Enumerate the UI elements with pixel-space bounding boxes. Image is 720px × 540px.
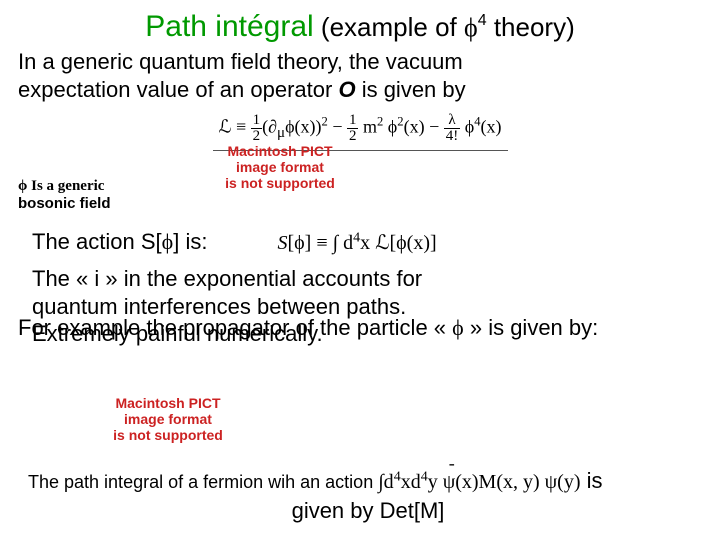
title-phi: ϕ xyxy=(464,13,478,42)
sidenote-phi: ϕ Is a generic bosonic field xyxy=(18,177,702,213)
title-main: Path intégral xyxy=(145,10,313,43)
propagator-line: For example the propagator of the partic… xyxy=(18,314,702,343)
action-equation: S[ϕ] ≡ ∫ d4x ℒ[ϕ(x)] xyxy=(277,230,436,255)
intro-line2-pre: expectation value of an operator xyxy=(18,77,338,102)
title-exp: 4 xyxy=(478,12,487,29)
sidenote-l1: ϕ Is a generic xyxy=(18,178,104,194)
intro-line1: In a generic quantum field theory, the v… xyxy=(18,49,463,74)
action-label: The action S[ϕ] is: xyxy=(18,229,207,255)
intro-operator: O xyxy=(338,77,355,102)
slide-title: Path intégral (example of ϕ4 theory) xyxy=(18,10,702,44)
missing-pict-2: Macintosh PICT image format is not suppo… xyxy=(88,395,248,443)
action-row: The action S[ϕ] is: S[ϕ] ≡ ∫ d4x ℒ[ϕ(x)] xyxy=(18,229,702,255)
interf-l1: The « i » in the exponential accounts fo… xyxy=(32,266,422,291)
title-paren-post: theory) xyxy=(487,12,575,42)
lagrangian-row: ℒ ≡ 12(∂μϕ(x))2 − 12 m2 ϕ2(x) − λ4! ϕ4(x… xyxy=(18,109,702,151)
fermion-line: The path integral of a fermion wih an ac… xyxy=(28,468,708,524)
fermion-detm: given by Det[M] xyxy=(28,498,708,524)
sidenote-l2: bosonic field xyxy=(18,195,111,212)
title-paren-pre: (example of xyxy=(314,12,464,42)
fermion-eq: ∫d4xd4y -ψ(x)M(x, y) ψ(y) xyxy=(378,471,580,493)
fermion-is: is xyxy=(580,468,602,493)
intro-line2-post: is given by xyxy=(356,77,466,102)
missing-pict-1: Macintosh PICT image format is not suppo… xyxy=(200,143,360,191)
intro-text: In a generic quantum field theory, the v… xyxy=(18,48,702,103)
fermion-text: The path integral of a fermion wih an ac… xyxy=(28,472,378,492)
